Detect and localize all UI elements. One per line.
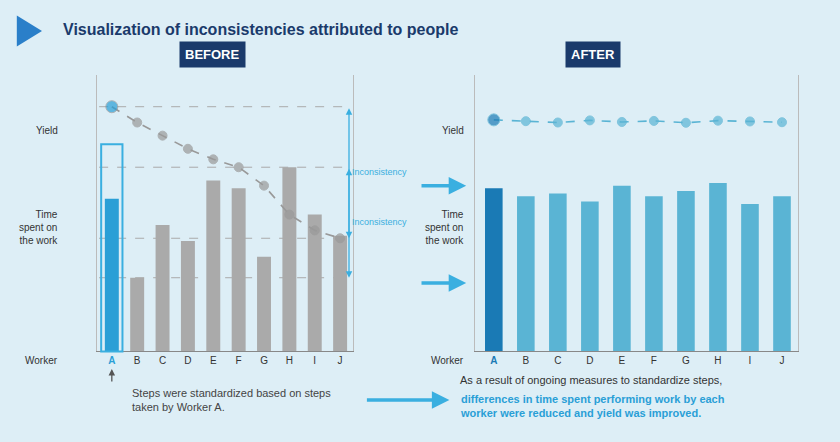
svg-text:AFTER: AFTER — [571, 47, 615, 62]
svg-text:Yield: Yield — [442, 125, 464, 136]
svg-text:A: A — [490, 355, 497, 366]
svg-text:Timespent onthe work: Timespent onthe work — [19, 209, 58, 246]
svg-text:Steps were standardized based: Steps were standardized based on stepsta… — [132, 387, 331, 413]
svg-text:B: B — [134, 355, 141, 366]
svg-text:E: E — [619, 355, 626, 366]
svg-text:A: A — [108, 355, 115, 366]
svg-text:F: F — [236, 355, 242, 366]
svg-text:BEFORE: BEFORE — [185, 47, 240, 62]
svg-text:D: D — [586, 355, 593, 366]
svg-text:Inconsistency: Inconsistency — [352, 217, 407, 227]
svg-text:C: C — [554, 355, 561, 366]
svg-text:I: I — [313, 355, 316, 366]
svg-text:J: J — [338, 355, 343, 366]
svg-text:As a result of ongoing measure: As a result of ongoing measures to stand… — [460, 374, 722, 386]
svg-text:Timespent onthe work: Timespent onthe work — [425, 209, 464, 246]
svg-text:G: G — [682, 355, 690, 366]
svg-text:differences in time spent perf: differences in time spent performing wor… — [460, 393, 725, 419]
svg-text:J: J — [779, 355, 784, 366]
svg-text:D: D — [184, 355, 191, 366]
svg-text:G: G — [260, 355, 268, 366]
svg-text:E: E — [210, 355, 217, 366]
svg-text:H: H — [714, 355, 721, 366]
svg-text:H: H — [286, 355, 293, 366]
svg-text:Worker: Worker — [431, 355, 464, 366]
svg-text:C: C — [159, 355, 166, 366]
svg-text:Yield: Yield — [36, 125, 58, 136]
svg-text:Visualization of inconsistenci: Visualization of inconsistencies attribu… — [63, 21, 458, 38]
svg-text:F: F — [651, 355, 657, 366]
svg-text:B: B — [522, 355, 529, 366]
svg-text:Worker: Worker — [25, 355, 58, 366]
svg-text:Inconsistency: Inconsistency — [352, 167, 407, 177]
svg-text:I: I — [749, 355, 752, 366]
